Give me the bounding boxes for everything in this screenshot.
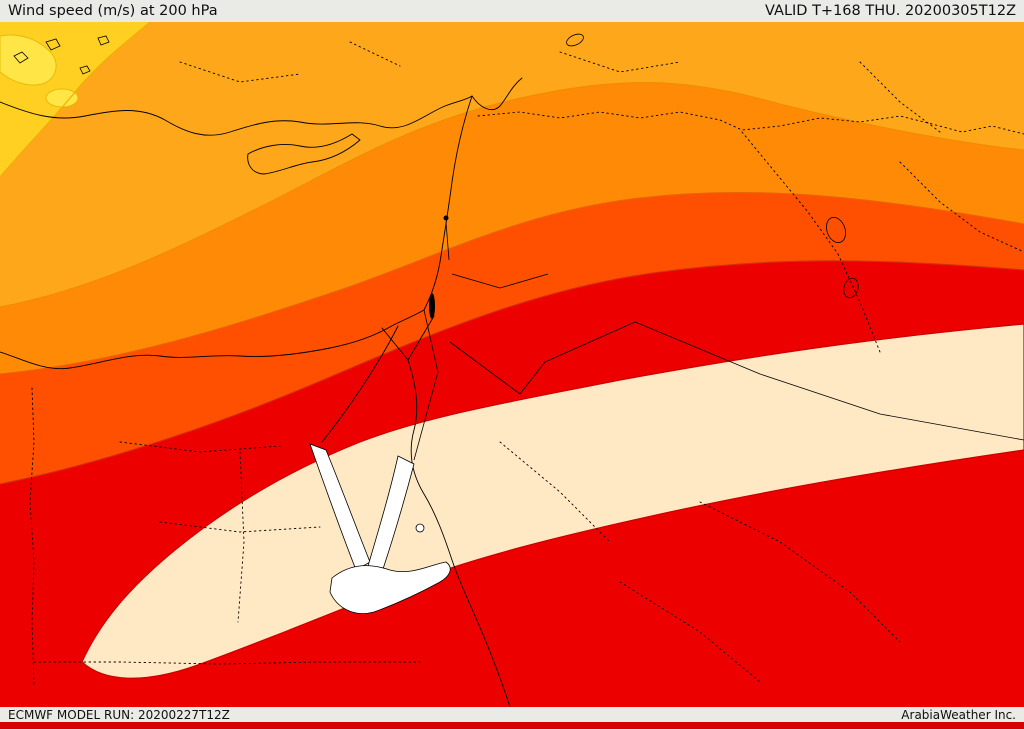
contour-bands xyxy=(0,22,1024,484)
island-aegean-3 xyxy=(79,65,91,75)
lake-tuz xyxy=(566,33,584,47)
band-orange-light xyxy=(0,22,1024,307)
border-iran-admin-2 xyxy=(859,61,941,133)
border-egypt-libya xyxy=(29,387,35,686)
band-yellow-bright-patch xyxy=(0,34,57,86)
river-nile xyxy=(407,359,511,707)
border-egypt-admin-1 xyxy=(119,441,281,453)
island-aegean-1 xyxy=(13,51,29,64)
border-iraq-saudi xyxy=(634,321,1024,441)
island-cyprus xyxy=(247,133,361,175)
bottom-red-strip xyxy=(0,722,1024,729)
coast-turkey-south xyxy=(0,77,523,136)
water-bodies xyxy=(309,443,451,614)
valid-time-label: VALID T+168 THU. 20200305T12Z xyxy=(765,3,1016,19)
wind-map-svg xyxy=(0,22,1024,707)
border-turkey-admin-2 xyxy=(559,51,681,73)
border-syria-iraq xyxy=(741,131,839,255)
border-egypt-admin-2 xyxy=(159,521,321,533)
red-sea-north xyxy=(329,561,451,614)
lakes xyxy=(429,33,859,319)
band-yellow-bright-patch-2 xyxy=(45,88,79,108)
border-israel-egypt xyxy=(413,309,439,461)
nile-delta-west-branch xyxy=(381,327,409,361)
footer-bar: ECMWF MODEL RUN: 20200227T12Z ArabiaWeat… xyxy=(0,707,1024,722)
contour-line-orange-red xyxy=(0,191,1024,375)
map-title: Wind speed (m/s) at 200 hPa xyxy=(8,3,218,19)
country-borders-dotted xyxy=(29,41,1024,686)
island-aegean-2 xyxy=(45,38,61,51)
lake-small-iran xyxy=(843,277,859,299)
nile-delta-east-branch xyxy=(407,315,435,361)
border-jordan-saudi xyxy=(449,321,636,395)
dead-sea xyxy=(429,293,435,319)
jordan-river xyxy=(445,221,450,261)
water-spot xyxy=(415,523,425,533)
island-aegean-4 xyxy=(97,35,110,46)
contour-line-orange xyxy=(0,82,1024,308)
sea-of-galilee xyxy=(443,215,449,221)
border-iran-admin-1 xyxy=(899,161,1024,253)
contour-lines xyxy=(0,22,1024,485)
border-syria-jordan xyxy=(451,273,549,289)
jet-core-band xyxy=(81,323,1024,679)
border-turkey-admin-3 xyxy=(349,41,401,67)
brand-label: ArabiaWeather Inc. xyxy=(901,707,1016,722)
border-saudi-admin-2 xyxy=(619,581,761,683)
header-bar: Wind speed (m/s) at 200 hPa VALID T+168 … xyxy=(0,0,1024,22)
border-saudi-admin-3 xyxy=(499,441,611,543)
model-run-label: ECMWF MODEL RUN: 20200227T12Z xyxy=(8,707,230,722)
country-borders-solid xyxy=(413,221,1024,461)
border-egypt-admin-3 xyxy=(237,451,245,623)
contour-line-yellow xyxy=(0,22,151,178)
contour-line-red xyxy=(0,260,1024,485)
border-saudi-admin-1 xyxy=(699,501,901,643)
suez-canal xyxy=(321,325,399,443)
lake-urmia xyxy=(826,217,846,243)
border-turkey-admin-1 xyxy=(179,61,301,83)
border-egypt-sudan xyxy=(33,661,421,665)
wind-map xyxy=(0,22,1024,707)
